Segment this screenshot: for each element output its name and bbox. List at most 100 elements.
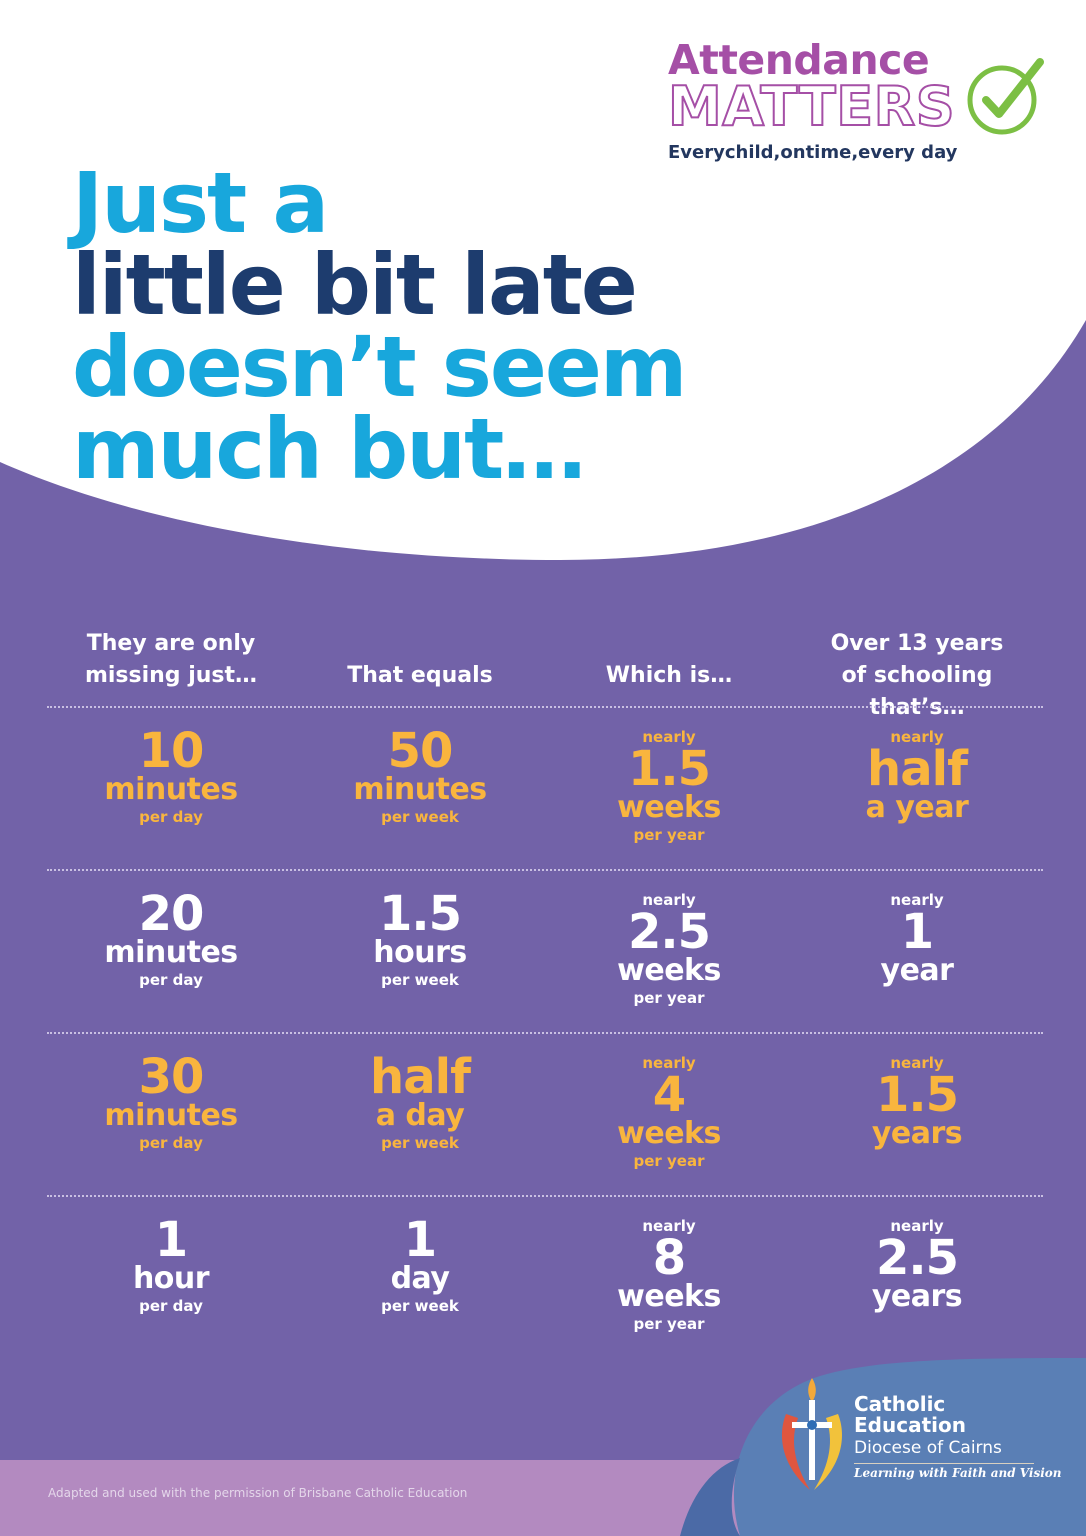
cell-sub: per day bbox=[139, 971, 203, 989]
cell-num: 1.5 bbox=[627, 741, 711, 797]
cell-unit: minutes bbox=[104, 935, 238, 970]
headline-line-2: little bit late bbox=[72, 236, 638, 334]
row-divider bbox=[47, 869, 1043, 871]
cell-sub: per year bbox=[633, 989, 705, 1007]
org-rule bbox=[854, 1463, 1034, 1464]
cell-num: 8 bbox=[652, 1230, 686, 1286]
cell-num: 30 bbox=[138, 1049, 205, 1105]
cell-unit: weeks bbox=[617, 1116, 721, 1151]
org-name-line-2: Education bbox=[854, 1413, 966, 1437]
cell-unit: minutes bbox=[104, 1098, 238, 1133]
column-header-which-is: Which is… bbox=[544, 628, 794, 692]
row-divider bbox=[47, 1032, 1043, 1034]
row-divider bbox=[47, 1195, 1043, 1197]
cell-num: 1.5 bbox=[875, 1067, 959, 1123]
cell-num: half bbox=[867, 741, 968, 797]
column-header-line: Which is… bbox=[605, 663, 733, 688]
cell-unit: day bbox=[390, 1261, 450, 1296]
headline-line-3: doesn’t seem bbox=[72, 318, 687, 416]
table-cell: nearly 2.5 years bbox=[792, 1217, 1042, 1313]
cell-sub: per year bbox=[633, 1315, 705, 1333]
cell-pre: nearly bbox=[890, 728, 944, 746]
cell-num: half bbox=[370, 1049, 471, 1105]
cell-unit: a year bbox=[865, 790, 969, 825]
table-cell: 1 hour per day bbox=[46, 1212, 296, 1317]
cell-unit: a day bbox=[375, 1098, 465, 1133]
column-header-line: They are only bbox=[86, 631, 256, 656]
cell-unit: minutes bbox=[353, 772, 487, 807]
table-cell: nearly 8 weeks per year bbox=[544, 1217, 794, 1335]
cell-pre: nearly bbox=[642, 728, 696, 746]
cell-num: 1 bbox=[154, 1212, 188, 1268]
header-white-wave bbox=[0, 0, 1086, 560]
cell-pre: nearly bbox=[890, 1054, 944, 1072]
cell-unit: year bbox=[880, 953, 954, 988]
cell-num: 1 bbox=[900, 904, 934, 960]
table-cell: 10 minutes per day bbox=[46, 727, 296, 828]
table-cell: 50 minutes per week bbox=[295, 723, 545, 828]
cell-num: 20 bbox=[138, 886, 205, 942]
cell-pre: nearly bbox=[642, 1054, 696, 1072]
cell-num: 4 bbox=[652, 1067, 686, 1123]
table-cell: 1 day per week bbox=[295, 1212, 545, 1317]
column-header-line bbox=[544, 628, 794, 660]
table-cell: nearly 4 weeks per year bbox=[544, 1054, 794, 1172]
cell-unit: minutes bbox=[104, 772, 238, 807]
cell-sub: per week bbox=[381, 808, 459, 826]
cell-unit: weeks bbox=[617, 953, 721, 988]
attendance-matters-logo: Attendance MATTERS Everychild,ontime,eve… bbox=[667, 36, 1068, 176]
cell-unit: weeks bbox=[617, 790, 721, 825]
table-cell: nearly 2.5 weeks per year bbox=[544, 891, 794, 1009]
cell-pre: nearly bbox=[890, 891, 944, 909]
row-divider bbox=[47, 706, 1043, 708]
cell-num: 1 bbox=[403, 1212, 437, 1268]
cell-sub: per week bbox=[381, 1134, 459, 1152]
cell-pre: nearly bbox=[890, 1217, 944, 1235]
catholic-education-panel bbox=[680, 1358, 1086, 1536]
cell-sub: per week bbox=[381, 971, 459, 989]
cell-sub: per year bbox=[633, 1152, 705, 1170]
table-cell: 20 minutes per day bbox=[46, 886, 296, 991]
table-cell: 1.5 hours per week bbox=[295, 886, 545, 991]
table-cell: nearly half a year bbox=[792, 728, 1042, 824]
table-cell: nearly 1 year bbox=[792, 891, 1042, 987]
table-cell: nearly 1.5 years bbox=[792, 1054, 1042, 1150]
table-cell: 30 minutes per day bbox=[46, 1049, 296, 1154]
cell-sub: per day bbox=[139, 1134, 203, 1152]
table-cell: half a day per week bbox=[295, 1049, 545, 1154]
org-name-line-1: Catholic bbox=[854, 1392, 946, 1416]
column-header-13-years: Over 13 years of schooling that’s… bbox=[792, 628, 1042, 724]
cell-pre: nearly bbox=[642, 1217, 696, 1235]
cell-sub: per year bbox=[633, 826, 705, 844]
headline-line-1: Just a bbox=[72, 154, 329, 252]
headline-line-4: much but… bbox=[72, 400, 586, 498]
logo-matters-text: MATTERS bbox=[667, 75, 956, 138]
cell-unit: hours bbox=[373, 935, 467, 970]
cell-num: 2.5 bbox=[875, 1230, 959, 1286]
org-motto: Learning with Faith and Vision bbox=[854, 1466, 1062, 1480]
footer-credit: Adapted and used with the permission of … bbox=[48, 1486, 468, 1500]
column-header-line bbox=[295, 628, 545, 660]
headline: Just a little bit late doesn’t seem much… bbox=[72, 154, 687, 498]
diocese-emblem-icon bbox=[781, 1378, 843, 1490]
logo-attendance-text: Attendance bbox=[668, 36, 930, 84]
cell-sub: per day bbox=[139, 808, 203, 826]
column-header-line: of schooling that’s… bbox=[841, 663, 993, 720]
cell-unit: years bbox=[871, 1116, 963, 1151]
cell-sub: per day bbox=[139, 1297, 203, 1315]
column-header-line: missing just… bbox=[84, 663, 258, 688]
cell-num: 50 bbox=[387, 723, 454, 779]
cell-num: 2.5 bbox=[627, 904, 711, 960]
column-header-line: That equals bbox=[347, 663, 493, 688]
check-icon bbox=[967, 58, 1044, 135]
cell-unit: hour bbox=[132, 1261, 210, 1296]
footer-band bbox=[0, 1460, 760, 1536]
cell-unit: weeks bbox=[617, 1279, 721, 1314]
cell-unit: years bbox=[871, 1279, 963, 1314]
org-diocese: Diocese of Cairns bbox=[854, 1438, 1002, 1458]
cell-sub: per week bbox=[381, 1297, 459, 1315]
column-header-missing: They are only missing just… bbox=[46, 628, 296, 692]
cell-pre: nearly bbox=[642, 891, 696, 909]
cell-num: 1.5 bbox=[378, 886, 462, 942]
catholic-education-name: Catholic Education bbox=[854, 1394, 966, 1436]
